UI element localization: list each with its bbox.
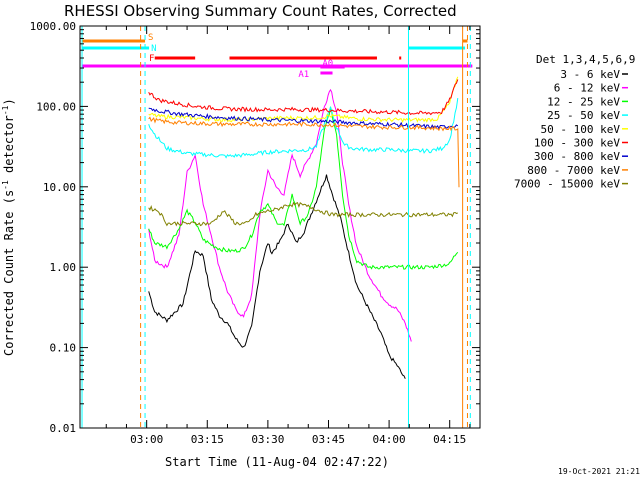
vline-layer bbox=[81, 26, 471, 428]
legend-entry: 25 - 50 keV bbox=[547, 109, 620, 122]
series-line bbox=[148, 106, 459, 270]
y-tick-label: 1.00 bbox=[50, 261, 77, 274]
legend-entry: 50 - 100 keV bbox=[541, 123, 621, 136]
legend-entry: 100 - 300 keV bbox=[534, 137, 620, 150]
x-tick-label: 04:15 bbox=[433, 433, 466, 446]
series-line bbox=[148, 98, 459, 159]
x-tick-label: 04:00 bbox=[373, 433, 406, 446]
x-tick-label: 03:30 bbox=[251, 433, 284, 446]
series-layer bbox=[148, 76, 460, 379]
flag-layer: SNF A0 A1 bbox=[82, 33, 473, 80]
legend-title: Det 1,3,4,5,6,9 bbox=[536, 53, 635, 66]
flag-label-f: F bbox=[149, 54, 154, 64]
series-line bbox=[148, 76, 459, 124]
y-tick-label: 0.10 bbox=[50, 342, 77, 355]
timestamp: 19-Oct-2021 21:21 bbox=[558, 467, 640, 476]
y-axis-label: Corrected Count Rate (s-1 detector-1) bbox=[1, 98, 16, 356]
series-line bbox=[148, 201, 458, 227]
x-axis-label: Start Time (11-Aug-04 02:47:22) bbox=[165, 455, 389, 469]
x-tick-label: 03:15 bbox=[191, 433, 224, 446]
flag-label-s: S bbox=[148, 33, 153, 43]
flag-label-a0: A0 bbox=[322, 59, 333, 69]
ticks-layer: 1000.00 100.00 10.00 1.00 0.10 0.01 03:00 03:15… bbox=[30, 20, 480, 446]
plot-frame bbox=[79, 25, 481, 429]
x-tick-label: 03:45 bbox=[312, 433, 345, 446]
y-tick-label: 0.01 bbox=[50, 422, 77, 435]
flag-label-n: N bbox=[151, 44, 156, 54]
series-line bbox=[148, 174, 406, 379]
legend-entry: 300 - 800 keV bbox=[534, 150, 620, 163]
legend-entry: 12 - 25 keV bbox=[547, 95, 620, 108]
legend-entry: 7000 - 15000 keV bbox=[514, 178, 620, 191]
series-line bbox=[148, 79, 459, 116]
chart-title: RHESSI Observing Summary Count Rates, Co… bbox=[64, 2, 457, 20]
legend-entry: 6 - 12 keV bbox=[554, 82, 621, 95]
legend-entry: 3 - 6 keV bbox=[560, 68, 620, 81]
y-tick-label: 10.00 bbox=[43, 181, 76, 194]
series-line bbox=[148, 116, 460, 188]
x-tick-label: 03:00 bbox=[130, 433, 163, 446]
flag-label-a1: A1 bbox=[298, 70, 309, 80]
legend-entry: 800 - 7000 keV bbox=[527, 164, 620, 177]
series-line bbox=[148, 88, 412, 342]
y-tick-label: 100.00 bbox=[36, 100, 76, 113]
y-tick-label: 1000.00 bbox=[30, 20, 76, 33]
series-line bbox=[148, 107, 459, 130]
